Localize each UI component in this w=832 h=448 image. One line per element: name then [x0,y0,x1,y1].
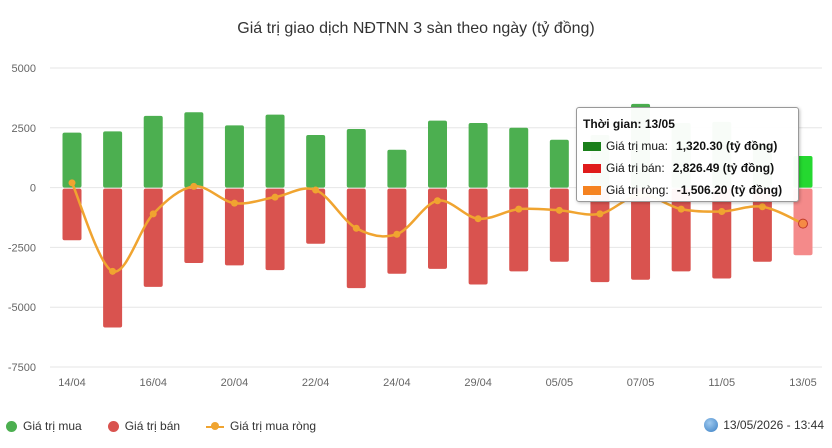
tooltip-row-sell: Giá trị bán: 2,826.49 (tỷ đồng) [583,161,774,175]
net-point[interactable] [798,218,808,229]
tooltip-buy-value: 1,320.30 (tỷ đồng) [676,139,778,153]
net-point[interactable] [677,205,685,213]
buy-bar[interactable] [468,123,488,188]
net-point[interactable] [109,267,117,275]
y-tick-label: -5000 [8,302,36,314]
x-tick-label: 07/05 [627,377,655,389]
net-point[interactable] [68,179,76,187]
tooltip-buy-label: Giá trị mua: [606,139,669,153]
y-tick-label: 5000 [12,63,36,75]
y-tick-label: 2500 [12,123,36,135]
legend-item-sell[interactable]: Giá trị bán [107,419,181,433]
tooltip-time: Thời gian: 13/05 [583,117,675,131]
sell-bar[interactable] [184,188,204,263]
net-point[interactable] [230,199,238,207]
legend: Giá trị mua Giá trị bán Giá trị mua ròng [6,419,316,433]
legend-sell-dot-icon [107,420,119,432]
net-point[interactable] [596,210,604,218]
x-tick-label: 13/05 [789,377,817,389]
x-tick-label: 22/04 [302,377,330,389]
sell-bar[interactable] [62,188,82,241]
tooltip-row-net: Giá trị ròng: -1,506.20 (tỷ đồng) [583,183,782,197]
tooltip: Thời gian: 13/05 Giá trị mua: 1,320.30 (… [576,107,799,202]
legend-net-label: Giá trị mua ròng [230,419,317,433]
y-axis: 5000 2500 0 -2500 -5000 -7500 [8,63,36,374]
net-point[interactable] [271,193,279,201]
x-tick-label: 05/05 [546,377,574,389]
net-point[interactable] [190,182,198,190]
sell-bar[interactable] [549,188,569,262]
buy-bar[interactable] [62,132,82,188]
net-point[interactable] [352,224,360,232]
net-point[interactable] [718,208,726,216]
y-tick-label: -7500 [8,362,36,374]
buy-bar[interactable] [549,139,569,188]
net-point[interactable] [555,206,563,214]
sell-bar[interactable] [468,188,488,285]
x-tick-label: 11/05 [708,377,735,389]
tooltip-row-buy: Giá trị mua: 1,320.30 (tỷ đồng) [583,139,777,153]
sell-bar[interactable] [103,188,123,328]
buy-bar[interactable] [346,128,366,188]
sell-bar[interactable] [428,188,447,269]
x-tick-label: 24/04 [383,377,411,389]
sell-bar[interactable] [590,188,610,283]
sell-bar[interactable] [143,188,163,287]
sell-bar[interactable] [265,188,285,271]
legend-item-net[interactable]: Giá trị mua ròng [206,419,316,433]
net-point[interactable] [434,197,441,205]
net-point[interactable] [312,186,320,194]
buy-bar[interactable] [103,131,123,188]
chart-title: Giá trị giao dịch NĐTNN 3 sàn theo ngày … [237,20,595,37]
x-tick-label: 20/04 [221,377,249,389]
x-tick-label: 29/04 [464,377,492,389]
legend-sell-label: Giá trị bán [124,419,181,433]
net-point[interactable] [758,203,766,211]
globe-icon [704,418,719,432]
sell-bar[interactable] [509,188,529,272]
tooltip-net-value: -1,506.20 (tỷ đồng) [676,183,783,197]
legend-buy-dot-icon [6,420,17,432]
y-tick-label: 0 [30,183,36,195]
sell-bar[interactable] [224,188,244,266]
net-point[interactable] [474,215,482,223]
timestamp: 13/05/2026 - 13:44 [723,418,824,432]
y-tick-label: -2500 [8,242,36,254]
timestamp-area: 13/05/2026 - 13:44 [704,418,824,432]
net-point[interactable] [393,230,401,238]
sell-bar[interactable] [306,188,326,244]
tooltip-net-label: Giá trị ròng: [606,183,669,197]
buy-bar[interactable] [143,115,163,188]
buy-bar[interactable] [387,149,407,188]
x-axis: 14/04 16/04 20/04 22/04 24/04 29/04 05/05 07/05… [58,377,817,389]
tooltip-net-swatch [583,185,601,195]
sell-bar[interactable] [712,188,732,279]
net-point[interactable] [149,210,157,218]
buy-bar[interactable] [184,112,204,188]
x-tick-label: 14/04 [58,377,86,389]
tooltip-sell-swatch [583,163,601,173]
buy-bar[interactable] [265,114,285,188]
buy-bar[interactable] [224,125,244,188]
sell-bar[interactable] [346,188,366,289]
buy-bar[interactable] [306,134,326,188]
tooltip-buy-swatch [583,141,601,151]
sell-bar[interactable] [631,188,651,280]
buy-bar[interactable] [509,127,529,188]
legend-net-line-icon [206,421,225,432]
legend-buy-label: Giá trị mua [23,419,82,433]
net-point[interactable] [515,205,523,213]
x-tick-label: 16/04 [139,377,167,389]
buy-bar[interactable] [428,120,447,188]
tooltip-sell-label: Giá trị bán: [606,161,665,175]
legend-item-buy[interactable]: Giá trị mua [6,419,82,433]
tooltip-sell-value: 2,826.49 (tỷ đồng) [672,161,775,175]
